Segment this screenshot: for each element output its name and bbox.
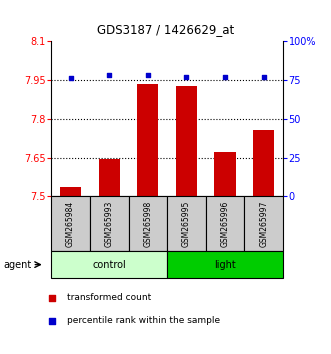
Bar (214, 152, 236, 196)
Point (107, 72, 112, 78)
Text: transformed count: transformed count (67, 293, 151, 302)
Bar (51, 196, 90, 251)
Bar (90, 196, 128, 251)
Text: control: control (92, 259, 126, 270)
Bar (176, 86, 197, 196)
Text: light: light (214, 259, 236, 270)
Bar (244, 196, 283, 251)
Text: agent: agent (3, 259, 31, 270)
Point (261, 74, 266, 79)
Text: GSM265995: GSM265995 (182, 201, 191, 247)
Text: GSM265996: GSM265996 (220, 201, 230, 247)
Point (184, 74, 189, 79)
Text: GSM265993: GSM265993 (105, 201, 114, 247)
Point (68, 75, 73, 81)
Point (222, 74, 228, 79)
Bar (99, 159, 120, 196)
Point (49, 318, 55, 324)
Bar (60, 187, 81, 196)
Bar (137, 84, 159, 196)
Point (145, 72, 151, 78)
Bar (167, 196, 206, 251)
Text: GSM265984: GSM265984 (66, 201, 75, 247)
Text: percentile rank within the sample: percentile rank within the sample (67, 316, 220, 325)
Bar (51, 251, 167, 278)
Bar (253, 130, 274, 196)
Point (49, 295, 55, 301)
Text: GDS3187 / 1426629_at: GDS3187 / 1426629_at (97, 23, 234, 36)
Text: GSM265998: GSM265998 (143, 201, 152, 247)
Bar (128, 196, 167, 251)
Text: GSM265997: GSM265997 (259, 201, 268, 247)
Bar (206, 196, 244, 251)
Bar (167, 251, 283, 278)
